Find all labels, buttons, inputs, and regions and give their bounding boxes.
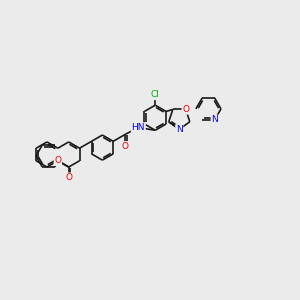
Text: HN: HN: [132, 123, 145, 132]
Text: O: O: [122, 142, 129, 151]
Text: Cl: Cl: [151, 90, 160, 99]
Text: O: O: [65, 173, 72, 182]
Text: N: N: [211, 115, 218, 124]
Text: O: O: [182, 105, 189, 114]
Text: O: O: [54, 156, 61, 165]
Text: N: N: [176, 125, 183, 134]
